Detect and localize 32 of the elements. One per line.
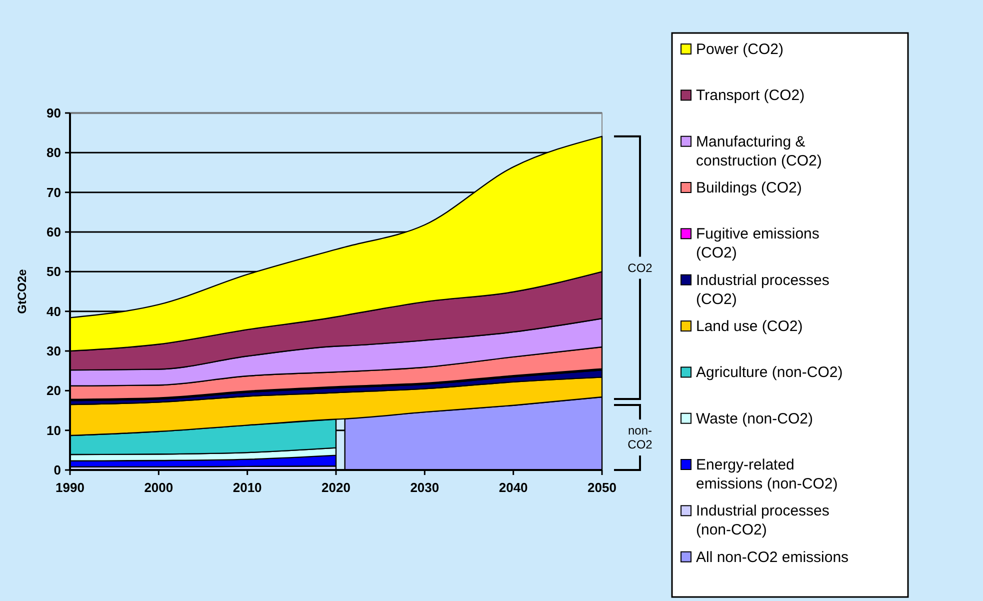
y-tick-label: 0 bbox=[54, 462, 61, 478]
legend-label: Waste (non-CO2) bbox=[696, 410, 813, 428]
legend-label: Land use (CO2) bbox=[696, 318, 803, 335]
y-tick-label: 20 bbox=[46, 383, 61, 398]
text: non-CO2 bbox=[628, 424, 653, 452]
legend-label: Agriculture (non-CO2) bbox=[696, 364, 843, 382]
y-tick-label: 80 bbox=[46, 145, 61, 160]
y-tick-label: 50 bbox=[46, 264, 61, 280]
legend-label: Manufacturing & construction (CO2) bbox=[696, 133, 822, 170]
legend-label: Industrial processes (non-CO2) bbox=[696, 502, 830, 539]
y-tick-label: 40 bbox=[46, 304, 61, 319]
y-tick-label: 30 bbox=[46, 344, 61, 359]
x-tick-label: 2040 bbox=[498, 480, 528, 495]
y-axis-title: GtCO2e bbox=[15, 268, 29, 314]
x-tick-label: 2050 bbox=[588, 480, 616, 495]
y-tick-label: 60 bbox=[46, 224, 61, 240]
y-tick-label: 10 bbox=[46, 422, 61, 438]
legend-label: Buildings (CO2) bbox=[696, 180, 802, 196]
x-tick-label: 1990 bbox=[56, 480, 84, 495]
legend-label: Fugitive emissions (CO2) bbox=[696, 226, 820, 262]
legend-label: Energy-related emissions (non-CO2) bbox=[696, 456, 838, 492]
legend-label: Power (CO2) bbox=[696, 41, 784, 58]
x-tick-label: 2030 bbox=[410, 480, 440, 495]
x-tick-label: 2000 bbox=[144, 480, 174, 495]
text: CO2 bbox=[628, 260, 653, 275]
y-tick-label: 90 bbox=[46, 106, 61, 121]
x-tick-label: 2020 bbox=[322, 480, 350, 495]
legend-label: Industrial processes (CO2) bbox=[696, 272, 830, 308]
legend-label: All non-CO2 emissions bbox=[696, 548, 849, 566]
legend-label: Transport (CO2) bbox=[696, 87, 805, 104]
x-tick-label: 2010 bbox=[232, 480, 262, 495]
y-tick-label: 70 bbox=[46, 184, 61, 200]
